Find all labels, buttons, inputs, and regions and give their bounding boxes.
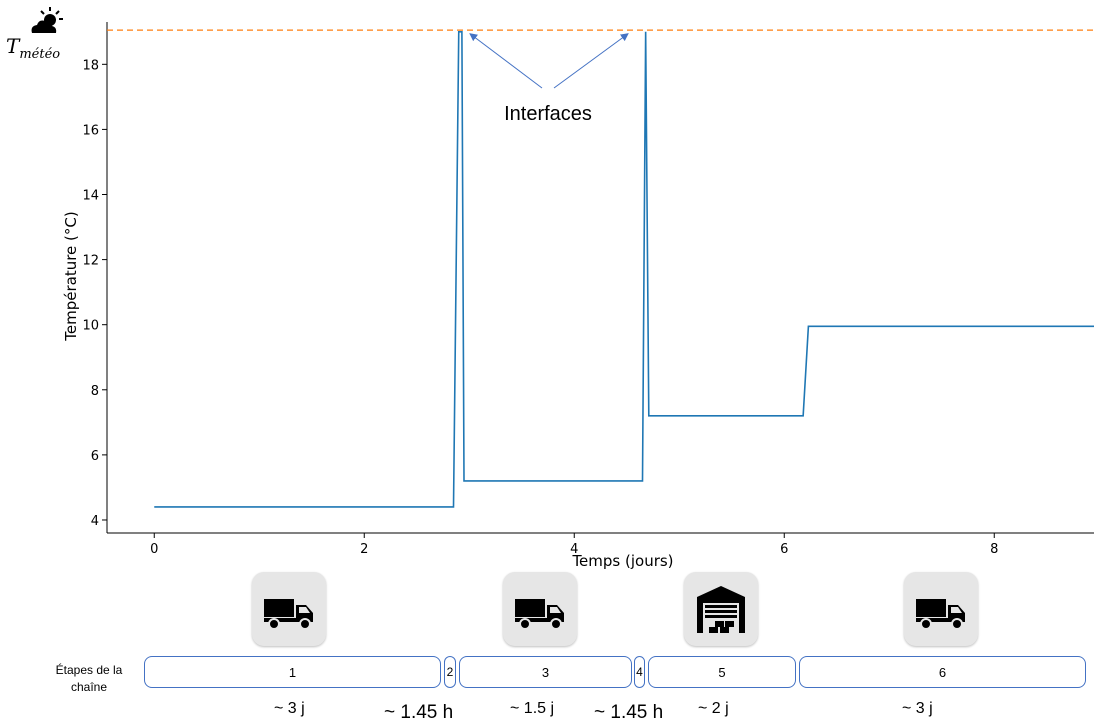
interface-arrow <box>469 33 543 89</box>
sun-cloud-icon <box>26 6 66 36</box>
y-tick-label: 18 <box>82 58 99 73</box>
truck-icon <box>904 572 978 646</box>
duration-stage-6: ~ 3 j <box>902 700 933 717</box>
stages-row-label: Étapes de la chaîne <box>55 663 123 694</box>
y-tick-label: 6 <box>91 449 99 464</box>
y-tick-label: 14 <box>82 189 99 204</box>
plot-area <box>107 29 1094 508</box>
x-tick-label: 6 <box>780 542 788 557</box>
y-tick-label: 10 <box>82 319 99 334</box>
warehouse-icon <box>684 572 758 646</box>
stage-box-2: 2 <box>444 656 456 688</box>
x-tick-label: 4 <box>570 542 578 557</box>
stage-box-4: 4 <box>634 656 645 688</box>
t-meteo-sub: météo <box>19 47 61 62</box>
t-meteo-label: Tmétéo <box>6 34 60 62</box>
t-meteo-base: T <box>6 34 20 58</box>
y-tick-label: 8 <box>91 384 99 399</box>
duration-stage-2: ~ 1.45 h <box>384 702 454 723</box>
stage-box-5: 5 <box>648 656 796 688</box>
y-tick-label: 12 <box>82 254 99 269</box>
y-tick-label: 4 <box>91 514 99 529</box>
interfaces-annotation: Interfaces <box>504 103 592 125</box>
duration-stage-1: ~ 3 j <box>274 700 305 717</box>
duration-stage-5: ~ 2 j <box>698 700 729 717</box>
x-tick-label: 2 <box>360 542 368 557</box>
y-axis-label: Température (°C) <box>62 211 80 341</box>
axes: 0 2 4 6 8 4 6 8 10 12 14 16 18 <box>82 22 1094 557</box>
stage-box-6: 6 <box>799 656 1086 688</box>
x-tick-label: 8 <box>990 542 998 557</box>
truck-icon <box>252 572 326 646</box>
truck-icon <box>503 572 577 646</box>
y-tick-label: 16 <box>82 123 99 138</box>
stage-box-1: 1 <box>144 656 441 688</box>
temperature-series-line <box>154 30 1094 508</box>
stage-box-3: 3 <box>459 656 632 688</box>
duration-stage-4: ~ 1.45 h <box>594 702 664 723</box>
x-tick-label: 0 <box>150 542 158 557</box>
x-axis-label: Temps (jours) <box>571 552 673 570</box>
interface-arrow <box>553 33 629 89</box>
duration-stage-3: ~ 1.5 j <box>510 700 555 717</box>
temperature-chart: 0 2 4 6 8 4 6 8 10 12 14 16 18 Temps (jours) Tempéra… <box>62 22 1094 570</box>
